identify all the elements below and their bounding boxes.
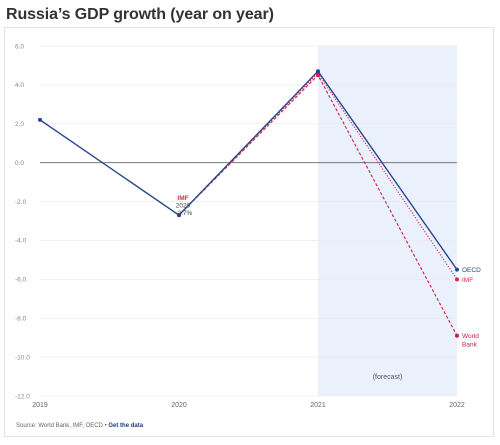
y-tick-label: -6.0 [15,277,27,284]
y-tick-label: 6.0 [15,43,24,50]
x-tick-label: 2019 [32,402,48,409]
get-the-data-link[interactable]: Get the data [108,423,144,429]
series-label-world-bank: Bank [462,342,478,349]
series-label-world-bank: World [462,333,479,340]
x-tick-label: 2021 [310,402,326,409]
y-tick-label: -10.0 [15,354,30,361]
y-tick-label: -12.0 [15,393,30,400]
source-text: Source: World Bank, IMF, OECD [16,423,103,429]
data-point-oecd [38,117,42,122]
y-tick-label: -2.0 [15,199,27,206]
gdp-growth-chart: (forecast) 6.0 4.0 2.0 0.0 -2.0 -4.0 -6.0 -8.0 -1… [15,43,481,409]
data-point-oecd [316,69,320,74]
y-tick-label: 0.0 [15,160,24,167]
x-tick-label: 2022 [449,402,465,409]
series-label-imf: IMF [462,277,473,284]
data-point-oecd [177,213,181,218]
series-label-oecd: OECD [462,267,481,274]
data-point-oecd [455,267,459,272]
imf-2020-annotation: 2020 [176,203,191,210]
imf-2020-annotation: −2.7% [174,210,193,217]
x-tick-label: 2020 [171,402,187,409]
forecast-label: (forecast) [373,374,403,381]
y-tick-label: 4.0 [15,82,24,89]
chart-card: (forecast) 6.0 4.0 2.0 0.0 -2.0 -4.0 -6.0 -8.0 -1… [4,27,494,437]
y-tick-label: 2.0 [15,121,24,128]
data-point-world-bank [455,333,459,338]
y-tick-label: -4.0 [15,238,27,245]
imf-2020-annotation: IMF [177,195,188,202]
chart-title: Russia’s GDP growth (year on year) [6,6,274,23]
source-separator: • [102,423,109,429]
series-line-oecd [39,70,458,271]
y-tick-label: -8.0 [15,316,27,323]
series-line-imf [178,72,458,280]
data-point-imf [455,277,459,282]
source-note: Source: World Bank, IMF, OECD • Get the … [16,423,143,429]
forecast-band [318,46,457,396]
